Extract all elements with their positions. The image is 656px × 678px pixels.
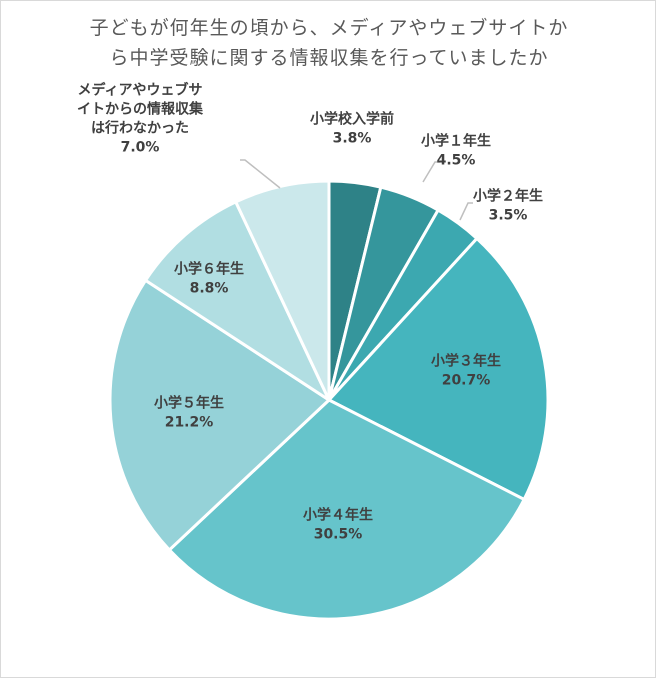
slice-4-wedge — [327, 236, 550, 501]
slice-labels: 小学校入学前 3.8% 小学１年生 4.5%小学２年生 3.5%小学３年生 20.7%小学… — [77, 82, 543, 543]
slice-6-value: 21.2% — [165, 415, 214, 431]
slice-8-wedge — [234, 179, 331, 402]
slice-1-value: 3.8% — [333, 131, 372, 147]
slice-7-value: 8.8% — [190, 281, 229, 297]
slice-8-leader-line — [240, 159, 281, 189]
slice-3-label: 小学２年生 3.5% — [473, 188, 543, 224]
slice-2-leader-line — [422, 161, 440, 183]
slice-8-value: 7.0% — [121, 140, 160, 156]
slice-3-leader-line — [459, 202, 473, 221]
slice-2-name-line: 小学１年生 — [421, 133, 491, 150]
slice-7-name-line: 小学６年生 — [174, 261, 244, 278]
slice-3-value: 3.5% — [489, 208, 528, 224]
slice-7-wedge — [144, 200, 331, 402]
slice-8-name-line: は行わなかった — [91, 120, 189, 137]
slice-4-label: 小学３年生 20.7% — [431, 353, 501, 389]
slice-6-wedge — [108, 278, 331, 552]
slice-2-value: 4.5% — [437, 153, 476, 169]
slice-1-name-line: 小学校入学前 — [310, 111, 394, 128]
slice-6-label: 小学５年生 21.2% — [154, 395, 224, 431]
slice-8-name-line: イトからの情報収集 — [77, 101, 204, 118]
slice-5-label: 小学４年生 30.5% — [303, 507, 373, 543]
slice-5-wedge — [167, 398, 526, 621]
slice-1-label: 小学校入学前 3.8% — [310, 111, 394, 147]
chart-title-line-2: ら中学受験に関する情報収集を行っていましたか — [109, 47, 549, 69]
slice-2-label: 小学１年生 4.5% — [421, 133, 491, 169]
chart-title-line-1: 子どもが何年生の頃から、メディアやウェブサイトか — [89, 17, 569, 39]
leader-lines — [240, 159, 473, 221]
slice-6-name-line: 小学５年生 — [154, 395, 224, 412]
slice-5-name-line: 小学４年生 — [303, 507, 373, 524]
slice-7-label: 小学６年生 8.8% — [174, 261, 244, 297]
chart-title: 子どもが何年生の頃から、メディアやウェブサイトか ら中学受験に関する情報収集を行… — [61, 13, 597, 73]
slice-5-value: 30.5% — [314, 527, 363, 543]
slice-4-name-line: 小学３年生 — [431, 353, 501, 370]
pie-slices — [108, 179, 550, 621]
slice-4-value: 20.7% — [442, 373, 491, 389]
slice-8-name-line: メディアやウェブサ — [77, 82, 202, 99]
slice-8-label: メディアやウェブサイトからの情報収集は行わなかった 7.0% — [77, 82, 204, 156]
slice-3-name-line: 小学２年生 — [473, 188, 543, 205]
